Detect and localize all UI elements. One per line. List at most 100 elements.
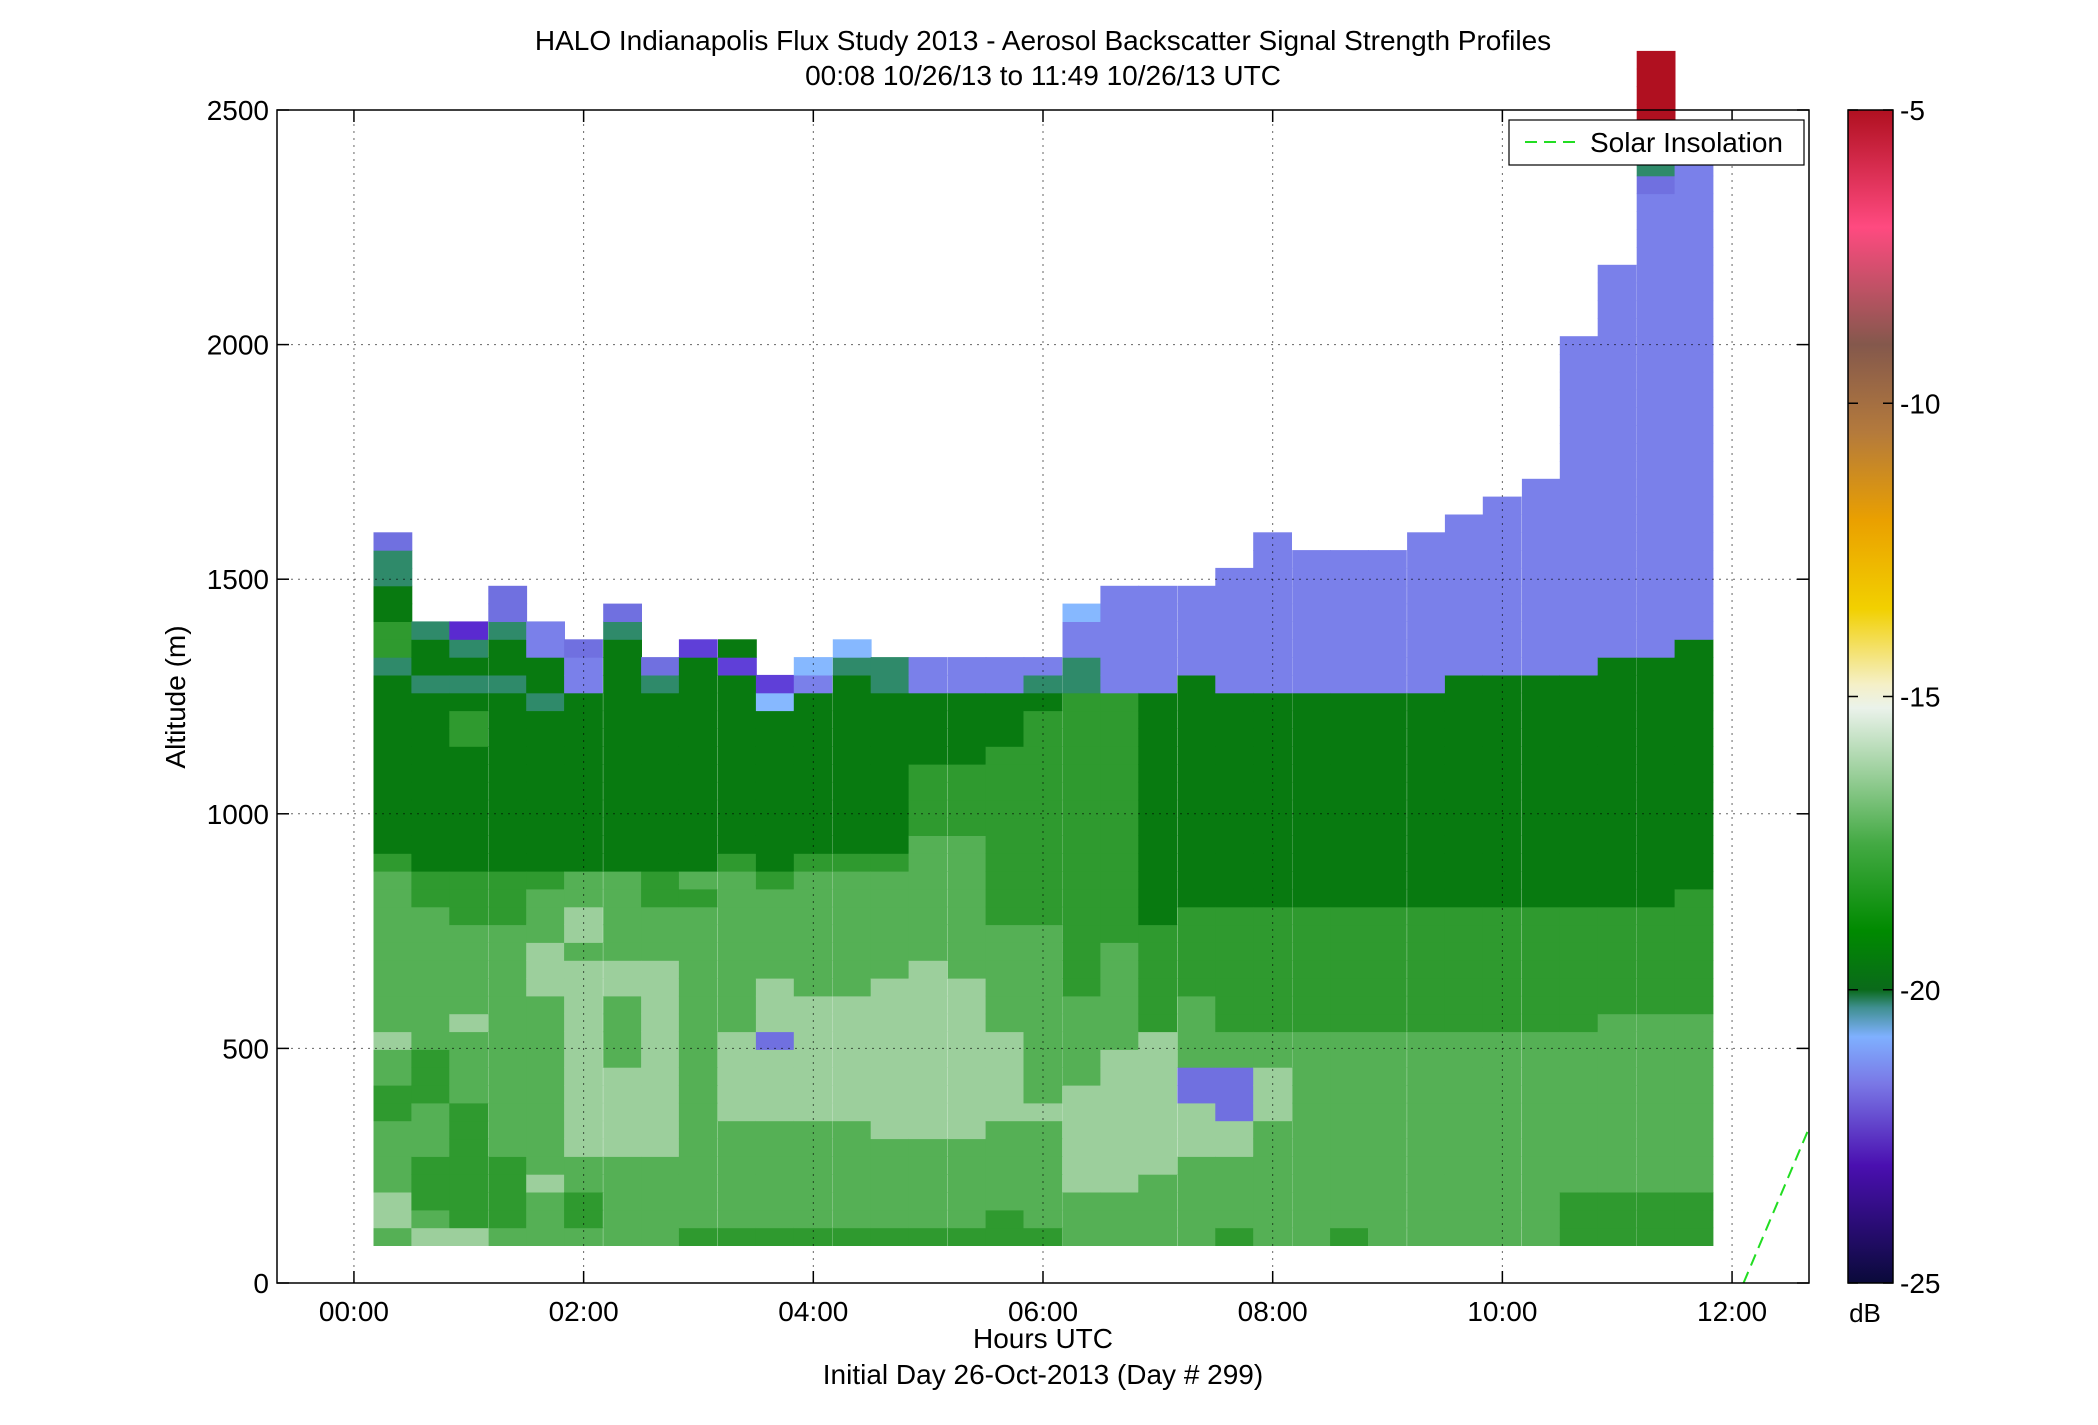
heatmap-cell: [488, 1156, 528, 1175]
heatmap-cell: [449, 978, 489, 997]
heatmap-cell: [411, 835, 451, 854]
heatmap-cell: [373, 674, 413, 694]
y-tick-label: 2000: [207, 330, 269, 361]
heatmap-cell: [1674, 1085, 1714, 1104]
heatmap-cell: [1253, 978, 1292, 997]
heatmap-cell: [1062, 871, 1102, 890]
heatmap-cell: [1482, 853, 1522, 872]
heatmap-cell: [1636, 496, 1676, 515]
heatmap-cell: [832, 1085, 872, 1104]
heatmap-cell: [373, 888, 413, 908]
heatmap-cell: [488, 674, 528, 694]
heatmap-cell: [793, 960, 833, 979]
heatmap-cell: [1521, 942, 1561, 961]
heatmap-cell: [985, 1209, 1025, 1229]
heatmap-cell: [1597, 674, 1637, 694]
heatmap-cell: [1559, 585, 1599, 605]
heatmap-cell: [449, 1174, 489, 1193]
heatmap-cell: [1444, 1192, 1484, 1211]
heatmap-cell: [678, 942, 718, 961]
heatmap-cell: [1292, 567, 1331, 587]
heatmap-cell: [1597, 835, 1637, 854]
heatmap-cell: [1215, 799, 1255, 819]
heatmap-cell: [1215, 1031, 1255, 1050]
heatmap-cell: [718, 817, 757, 836]
heatmap-cell: [1062, 906, 1102, 926]
heatmap-cell: [1100, 781, 1140, 801]
heatmap-cell: [1177, 746, 1217, 765]
heatmap-cell: [1330, 1120, 1369, 1140]
heatmap-cell: [1597, 978, 1637, 997]
heatmap-cell: [755, 1049, 795, 1068]
heatmap-cell: [1407, 1227, 1446, 1246]
heatmap-cell: [793, 924, 833, 943]
heatmap-cell: [373, 621, 413, 640]
heatmap-cell: [1559, 1120, 1599, 1140]
heatmap-cell: [908, 1209, 948, 1229]
heatmap-cell: [1177, 1031, 1217, 1050]
heatmap-cell: [947, 960, 987, 979]
heatmap-cell: [947, 871, 987, 890]
heatmap-cell: [985, 835, 1025, 854]
heatmap-cell: [1444, 1174, 1484, 1193]
heatmap-cell: [449, 674, 489, 694]
heatmap-cell: [641, 1227, 680, 1246]
heatmap-cell: [1177, 888, 1217, 908]
colorbar-tick-label: -25: [1900, 1268, 1940, 1299]
heatmap-cell: [564, 835, 603, 854]
heatmap-cell: [526, 764, 565, 783]
heatmap-cell: [908, 1174, 948, 1193]
x-tick-label: 00:00: [319, 1296, 389, 1327]
heatmap-cell: [411, 1049, 451, 1068]
heatmap-cell: [564, 1031, 603, 1050]
heatmap-cell: [1023, 728, 1063, 747]
heatmap-cell: [1062, 1209, 1102, 1229]
heatmap-cell: [564, 657, 603, 676]
heatmap-cell: [793, 995, 833, 1015]
heatmap-cell: [832, 995, 872, 1015]
heatmap-cell: [488, 1013, 528, 1033]
heatmap-cell: [1023, 657, 1063, 676]
heatmap-cell: [908, 1227, 948, 1246]
heatmap-cell: [1138, 888, 1178, 908]
heatmap-cell: [678, 1031, 718, 1050]
heatmap-cell: [1407, 924, 1446, 943]
heatmap-cell: [793, 1013, 833, 1033]
heatmap-cell: [526, 781, 565, 801]
heatmap-cell: [1597, 1138, 1637, 1157]
heatmap-cell: [1215, 1227, 1255, 1246]
heatmap-cell: [373, 1031, 413, 1050]
heatmap-cell: [832, 1013, 872, 1033]
heatmap-cell: [1215, 960, 1255, 979]
heatmap-cell: [793, 799, 833, 819]
heatmap-cell: [1062, 942, 1102, 961]
heatmap-cell: [1636, 603, 1676, 622]
heatmap-cell: [1062, 1067, 1102, 1086]
heatmap-cell: [449, 1120, 489, 1140]
heatmap-cell: [1330, 1067, 1369, 1086]
heatmap-cell: [1177, 1174, 1217, 1193]
heatmap-cell: [755, 978, 795, 997]
heatmap-cell: [488, 835, 528, 854]
heatmap-cell: [1292, 978, 1331, 997]
heatmap-cell: [1482, 924, 1522, 943]
heatmap-cell: [1292, 906, 1331, 926]
heatmap-cell: [411, 942, 451, 961]
heatmap-cell: [488, 1085, 528, 1104]
heatmap-cell: [411, 1192, 451, 1211]
heatmap-cell: [1559, 924, 1599, 943]
heatmap-cell: [1177, 781, 1217, 801]
heatmap-cell: [1138, 906, 1178, 926]
heatmap-cell: [1559, 781, 1599, 801]
heatmap-cell: [1215, 942, 1255, 961]
heatmap-cell: [870, 657, 910, 676]
heatmap-cell: [526, 621, 565, 640]
heatmap-cell: [488, 1031, 528, 1050]
heatmap-cell: [947, 674, 987, 694]
heatmap-cell: [832, 1138, 872, 1157]
heatmap-cell: [449, 657, 489, 676]
heatmap-cell: [832, 835, 872, 854]
heatmap-cell: [1559, 1031, 1599, 1050]
heatmap-cell: [1330, 567, 1369, 587]
heatmap-cell: [1368, 1031, 1407, 1050]
